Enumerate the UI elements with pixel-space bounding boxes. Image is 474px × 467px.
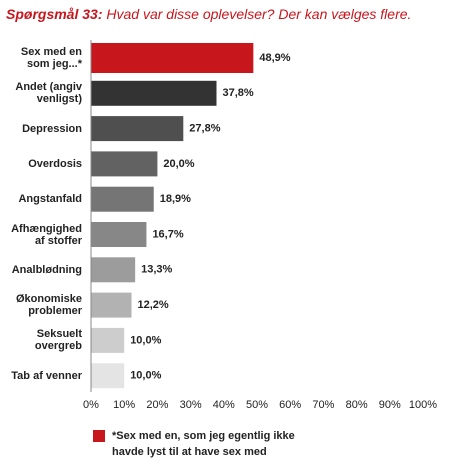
category-label: Tab af venner — [11, 369, 82, 382]
bar — [91, 80, 217, 106]
x-tick-label: 10% — [113, 399, 135, 411]
value-label: 10,0% — [130, 334, 161, 346]
title-block: Spørgsmål 33: Hvad var disse oplevelser?… — [6, 6, 411, 22]
legend-text: *Sex med en, som jeg egentlig ikke havde… — [112, 430, 295, 458]
chart-subtitle: Hvad var disse oplevelser? Der kan vælge… — [106, 6, 412, 22]
category-label: Analblødning — [11, 263, 82, 276]
category-label: Seksuelt overgreb — [34, 328, 82, 353]
value-label: 16,7% — [152, 228, 183, 240]
value-label: 37,8% — [222, 87, 253, 99]
x-tick-label: 100% — [409, 399, 437, 411]
chart-title: Spørgsmål 33: — [6, 6, 103, 22]
x-tick-label: 70% — [312, 399, 334, 411]
category-label: Overdosis — [28, 157, 82, 170]
bar — [91, 257, 136, 283]
category-label: Depression — [22, 122, 82, 135]
category-label: Angstanfald — [18, 193, 82, 206]
value-label: 10,0% — [130, 370, 161, 382]
category-label: Økonomiske problemer — [15, 293, 82, 318]
bar — [91, 363, 125, 389]
bar — [91, 186, 154, 212]
x-tick-label: 80% — [346, 399, 368, 411]
bar — [91, 222, 147, 247]
x-tick-label: 50% — [246, 399, 268, 411]
value-label: 18,9% — [160, 193, 191, 205]
x-tick-label: 0% — [83, 399, 99, 411]
x-tick-label: 60% — [279, 399, 301, 411]
category-label: Andet (angiv venligst) — [15, 81, 82, 106]
legend-swatch — [93, 430, 105, 442]
bar — [91, 327, 125, 353]
value-label: 27,8% — [189, 123, 220, 135]
category-label: Afhængighed af stoffer — [11, 222, 82, 247]
x-tick-label: 40% — [213, 399, 235, 411]
category-label: Sex med en som jeg...* — [20, 46, 82, 70]
bar — [91, 116, 184, 142]
bar — [91, 43, 254, 73]
bar — [91, 151, 158, 177]
x-tick-label: 30% — [180, 399, 202, 411]
value-label: 12,2% — [138, 299, 169, 311]
value-label: 48,9% — [259, 52, 290, 64]
bar — [91, 292, 132, 318]
value-label: 20,0% — [163, 158, 194, 170]
x-tick-label: 90% — [379, 399, 401, 411]
x-tick-label: 20% — [146, 399, 168, 411]
value-label: 13,3% — [141, 264, 172, 276]
